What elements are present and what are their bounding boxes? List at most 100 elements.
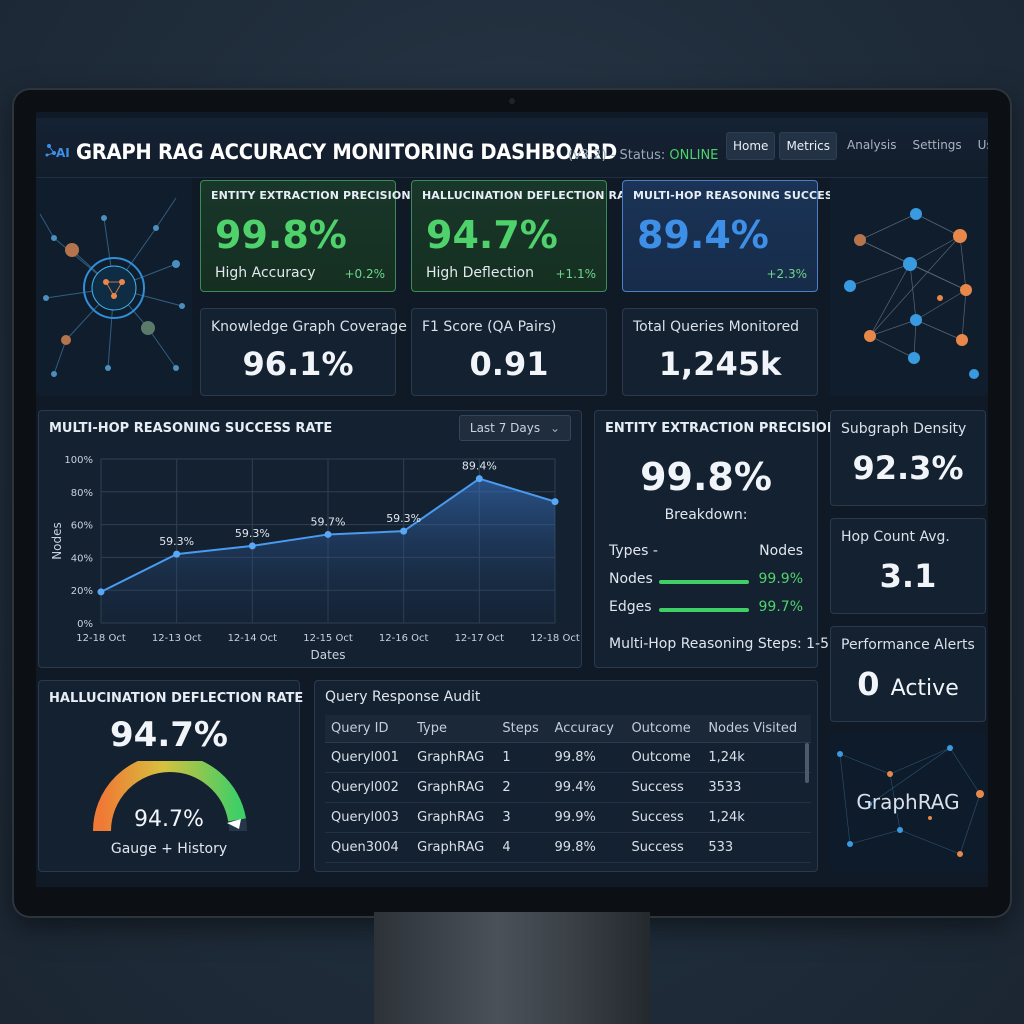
x-tick-label: 12-18 Oct xyxy=(530,633,580,644)
column-header[interactable]: Type xyxy=(411,715,497,743)
x-tick-label: 12-18 Oct xyxy=(76,633,126,644)
kpi-hallucination-deflection[interactable]: HALLUCINATION DEFLECTION RATE 94.7% High… xyxy=(411,180,640,292)
gauge-arc xyxy=(93,761,247,832)
table-cell: 99.9% xyxy=(548,802,626,833)
entity-breakdown-panel: ENTITY EXTRACTION PRECISION 99.8% Breakd… xyxy=(594,410,838,668)
card-value: 92.3% xyxy=(852,449,964,487)
x-tick-label: 12-15 Oct xyxy=(303,633,353,644)
panel-title: Query Response Audit xyxy=(325,689,481,705)
data-point xyxy=(400,527,408,535)
kpi-value: 99.8% xyxy=(215,213,347,257)
table-cell: GraphRAG xyxy=(411,832,497,863)
x-tick-label: 12-13 Oct xyxy=(152,633,202,644)
breakdown-footer: Multi-Hop Reasoning Steps: 1-5 xyxy=(609,636,830,652)
query-id-link[interactable]: Queryl003 xyxy=(325,802,412,833)
logo-text: AI xyxy=(56,146,70,160)
performance-alerts-card[interactable]: Performance Alerts 0 Active xyxy=(830,626,986,722)
kpi-label: HALLUCINATION DEFLECTION RATE xyxy=(422,189,641,202)
data-point xyxy=(324,530,332,538)
kpi-value: 0.91 xyxy=(469,345,549,383)
gauge-caption: Gauge + History xyxy=(110,841,228,857)
table-cell: 1,24k xyxy=(702,802,811,833)
breakdown-caption: Breakdown: xyxy=(664,507,748,523)
nav-user[interactable]: User xyxy=(977,138,988,152)
data-label: 59.3% xyxy=(386,512,421,525)
y-tick-label: 0% xyxy=(77,619,93,630)
kpi-subtitle: High Deflection xyxy=(426,265,534,281)
nav-settings[interactable]: Settings xyxy=(912,138,962,152)
table-cell: Success xyxy=(625,772,703,803)
series-area xyxy=(101,478,555,623)
hop-count-card[interactable]: Hop Count Avg. 3.1 xyxy=(830,518,986,614)
nav-home[interactable]: Home xyxy=(726,132,776,160)
table-row[interactable]: Queryl002 GraphRAG 2 99.4% Success 3533 xyxy=(325,772,811,803)
date-range-dropdown[interactable]: Last 7 Days ⌄ xyxy=(458,415,571,441)
chart-title: MULTI-HOP REASONING SUCCESS RATE xyxy=(49,421,333,436)
alerts-count: 0 xyxy=(857,665,880,703)
query-audit-panel: Query Response Audit Query ID Type Steps… xyxy=(314,680,818,872)
table-cell: 1 xyxy=(496,742,549,773)
table-cell: 3 xyxy=(496,802,549,833)
kpi-f1-score[interactable]: F1 Score (QA Pairs) 0.91 xyxy=(411,308,607,396)
row-value: 99.7% xyxy=(758,599,803,615)
kpi-graph-coverage[interactable]: Knowledge Graph Coverage 96.1% xyxy=(200,308,407,396)
column-header[interactable]: Nodes Visited xyxy=(702,715,811,743)
kpi-entity-extraction[interactable]: ENTITY EXTRACTION PRECISION 99.8% High A… xyxy=(200,180,411,292)
monitor-stand xyxy=(374,912,650,1024)
table-scrollbar[interactable] xyxy=(805,743,809,783)
kpi-subtitle: High Accuracy xyxy=(215,265,316,281)
panel-title: ENTITY EXTRACTION PRECISION xyxy=(605,421,838,436)
gauge-inner-value: 94.7% xyxy=(134,807,204,832)
row-name: Nodes xyxy=(609,571,653,587)
table-cell: Success xyxy=(625,802,703,833)
nav-analysis[interactable]: Analysis xyxy=(847,138,897,152)
nav-metrics[interactable]: Metrics xyxy=(779,132,837,160)
app-header: AI GRAPH RAG ACCURACY MONITORING DASHBOA… xyxy=(36,118,988,178)
kpi-label: F1 Score (QA Pairs) xyxy=(422,319,557,335)
breakdown-value: 99.8% xyxy=(640,455,772,499)
kpi-total-queries[interactable]: Total Queries Monitored 1,245k xyxy=(622,308,818,396)
row-name: Edges xyxy=(609,599,652,615)
table-cell: Outcome xyxy=(625,742,703,773)
status-badge: ONLINE xyxy=(669,148,719,163)
breakdown-row-nodes: Nodes 99.9% xyxy=(609,571,803,591)
kpi-value: 1,245k xyxy=(658,345,782,383)
table-row[interactable]: Queryl003 GraphRAG 3 99.9% Success 1,24k xyxy=(325,802,811,833)
table-cell: GraphRAG xyxy=(411,742,497,773)
query-id-link[interactable]: Queryl001 xyxy=(325,742,412,773)
column-header[interactable]: Accuracy xyxy=(548,715,626,743)
dashboard-screen: AI GRAPH RAG ACCURACY MONITORING DASHBOA… xyxy=(36,112,988,887)
kpi-delta: +1.1% xyxy=(555,267,596,281)
alerts-value: 0 Active xyxy=(831,665,985,703)
query-id-link[interactable]: Quen3004 xyxy=(325,832,412,863)
alerts-state: Active xyxy=(890,676,959,701)
table-row[interactable]: Queryl001 GraphRAG 1 99.8% Outcome 1,24k xyxy=(325,742,811,773)
column-header[interactable]: Steps xyxy=(496,715,549,743)
table-cell: GraphRAG xyxy=(411,802,497,833)
table-cell: 4 xyxy=(496,832,549,863)
line-chart-panel: MULTI-HOP REASONING SUCCESS RATE Last 7 … xyxy=(38,410,582,668)
card-value: 3.1 xyxy=(879,557,937,595)
knowledge-graph-illustration-right xyxy=(830,178,988,396)
graph-network-icon xyxy=(837,745,984,857)
kpi-multi-hop-success[interactable]: MULTI-HOP REASONING SUCCESS 89.4% +2.3% xyxy=(622,180,840,292)
data-label: 59.3% xyxy=(235,527,270,540)
graphrag-illustration: GraphRAG xyxy=(830,734,986,872)
nodes-header: Nodes xyxy=(759,543,803,559)
table-cell: 99.8% xyxy=(548,832,626,863)
audit-table: Query ID Type Steps Accuracy Outcome Nod… xyxy=(325,715,811,863)
kpi-value: 89.4% xyxy=(637,213,769,257)
table-row[interactable]: Quen3004 GraphRAG 4 99.8% Success 533 xyxy=(325,832,811,863)
column-header[interactable]: Outcome xyxy=(625,715,703,743)
graph-network-icon xyxy=(844,208,979,379)
table-cell: 533 xyxy=(702,832,811,863)
table-cell: 1,24k xyxy=(702,742,811,773)
subgraph-density-card[interactable]: Subgraph Density 92.3% xyxy=(830,410,986,506)
kpi-value: 96.1% xyxy=(242,345,354,383)
data-point xyxy=(475,475,483,483)
dropdown-value: Last 7 Days xyxy=(469,421,541,435)
table-cell: Success xyxy=(625,832,703,863)
data-point xyxy=(173,550,181,558)
query-id-link[interactable]: Queryl002 xyxy=(325,772,412,803)
column-header[interactable]: Query ID xyxy=(325,715,412,743)
